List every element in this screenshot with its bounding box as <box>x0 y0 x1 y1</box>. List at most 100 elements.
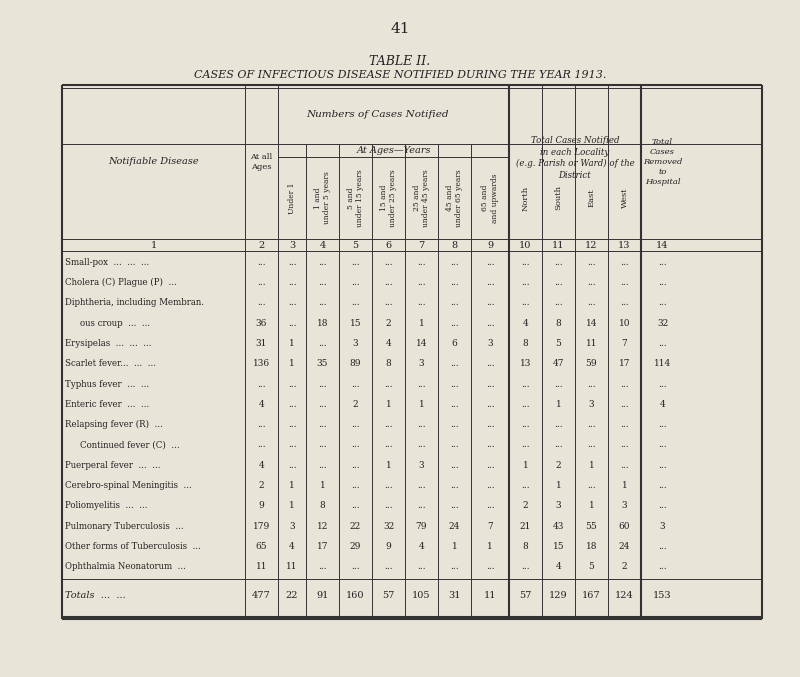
Text: ...: ... <box>288 441 296 450</box>
Text: ...: ... <box>351 420 360 429</box>
Text: ...: ... <box>318 278 327 287</box>
Text: ...: ... <box>417 420 426 429</box>
Text: ...: ... <box>486 359 494 368</box>
Text: Numbers of Cases Notified: Numbers of Cases Notified <box>306 110 448 119</box>
Text: 5: 5 <box>353 240 358 250</box>
Text: Continued fever (C)  ...: Continued fever (C) ... <box>80 441 180 450</box>
Text: ...: ... <box>587 481 596 490</box>
Text: ...: ... <box>257 299 266 307</box>
Text: 4: 4 <box>418 542 424 551</box>
Text: ...: ... <box>658 420 667 429</box>
Text: ...: ... <box>318 441 327 450</box>
Text: 5: 5 <box>555 339 562 348</box>
Text: 29: 29 <box>350 542 361 551</box>
Text: 1: 1 <box>289 481 295 490</box>
Text: 14: 14 <box>656 240 669 250</box>
Text: 1: 1 <box>556 400 562 409</box>
Text: ...: ... <box>257 258 266 267</box>
Text: ...: ... <box>486 481 494 490</box>
Text: Other forms of Tuberculosis  ...: Other forms of Tuberculosis ... <box>65 542 201 551</box>
Text: 4: 4 <box>556 563 562 571</box>
Text: 2: 2 <box>353 400 358 409</box>
Text: ...: ... <box>288 319 296 328</box>
Text: 17: 17 <box>618 359 630 368</box>
Text: ...: ... <box>587 420 596 429</box>
Text: ...: ... <box>450 400 459 409</box>
Text: 114: 114 <box>654 359 671 368</box>
Text: 1: 1 <box>589 461 594 470</box>
Text: ...: ... <box>620 258 629 267</box>
Text: 60: 60 <box>618 522 630 531</box>
Text: Cholera (C) Plague (P)  ...: Cholera (C) Plague (P) ... <box>65 278 177 287</box>
Text: 1: 1 <box>418 319 424 328</box>
Text: 179: 179 <box>253 522 270 531</box>
Text: 6: 6 <box>386 240 391 250</box>
Text: CASES OF INFECTIOUS DISEASE NOTIFIED DURING THE YEAR 1913.: CASES OF INFECTIOUS DISEASE NOTIFIED DUR… <box>194 70 606 80</box>
Text: ...: ... <box>351 502 360 510</box>
Text: Ophthalmia Neonatorum  ...: Ophthalmia Neonatorum ... <box>65 563 186 571</box>
Text: Diphtheria, including Membran.: Diphtheria, including Membran. <box>65 299 204 307</box>
Text: 57: 57 <box>519 592 532 600</box>
Text: At all
Ages: At all Ages <box>250 153 273 171</box>
Text: 7: 7 <box>418 240 425 250</box>
Text: South: South <box>554 185 562 211</box>
Text: 47: 47 <box>553 359 564 368</box>
Text: 36: 36 <box>256 319 267 328</box>
Text: 31: 31 <box>256 339 267 348</box>
Text: 15: 15 <box>350 319 362 328</box>
Text: ...: ... <box>521 380 530 389</box>
Text: 160: 160 <box>346 592 365 600</box>
Text: ...: ... <box>417 258 426 267</box>
Text: 167: 167 <box>582 592 601 600</box>
Text: Total Cases Notified
in each Locality
(e.g. Parish or Ward) of the
District: Total Cases Notified in each Locality (e… <box>516 135 634 180</box>
Text: ...: ... <box>486 319 494 328</box>
Text: 8: 8 <box>386 359 391 368</box>
Text: ...: ... <box>521 278 530 287</box>
Text: ...: ... <box>658 380 667 389</box>
Text: ...: ... <box>351 481 360 490</box>
Text: ...: ... <box>288 380 296 389</box>
Text: 1: 1 <box>522 461 528 470</box>
Text: 9: 9 <box>258 502 264 510</box>
Text: 7: 7 <box>622 339 627 348</box>
Text: 55: 55 <box>586 522 598 531</box>
Text: ...: ... <box>450 319 459 328</box>
Text: 3: 3 <box>289 522 295 531</box>
Text: Typhus fever  ...  ...: Typhus fever ... ... <box>65 380 149 389</box>
Text: 2: 2 <box>556 461 562 470</box>
Text: 2: 2 <box>522 502 528 510</box>
Text: 18: 18 <box>317 319 328 328</box>
Text: 3: 3 <box>660 522 666 531</box>
Text: 153: 153 <box>653 592 672 600</box>
Text: Small-pox  ...  ...  ...: Small-pox ... ... ... <box>65 258 150 267</box>
Text: ...: ... <box>417 380 426 389</box>
Text: Notifiable Disease: Notifiable Disease <box>108 158 199 167</box>
Text: 1: 1 <box>289 502 295 510</box>
Text: ...: ... <box>486 258 494 267</box>
Text: ...: ... <box>658 461 667 470</box>
Text: ...: ... <box>450 299 459 307</box>
Text: ...: ... <box>658 481 667 490</box>
Text: 1: 1 <box>622 481 627 490</box>
Text: 4: 4 <box>289 542 295 551</box>
Text: ...: ... <box>450 420 459 429</box>
Text: ...: ... <box>417 502 426 510</box>
Text: 2: 2 <box>258 481 264 490</box>
Text: ...: ... <box>554 380 563 389</box>
Text: 8: 8 <box>522 339 528 348</box>
Text: 124: 124 <box>615 592 634 600</box>
Text: ...: ... <box>486 278 494 287</box>
Text: ...: ... <box>318 339 327 348</box>
Text: 1: 1 <box>320 481 326 490</box>
Text: ...: ... <box>288 420 296 429</box>
Text: 1 and
under 5 years: 1 and under 5 years <box>314 171 331 225</box>
Text: ...: ... <box>521 563 530 571</box>
Text: ...: ... <box>318 461 327 470</box>
Text: 11: 11 <box>552 240 565 250</box>
Text: ...: ... <box>288 461 296 470</box>
Text: 13: 13 <box>520 359 531 368</box>
Text: 21: 21 <box>520 522 531 531</box>
Text: 8: 8 <box>556 319 562 328</box>
Text: 5 and
under 15 years: 5 and under 15 years <box>347 169 364 227</box>
Text: ...: ... <box>658 339 667 348</box>
